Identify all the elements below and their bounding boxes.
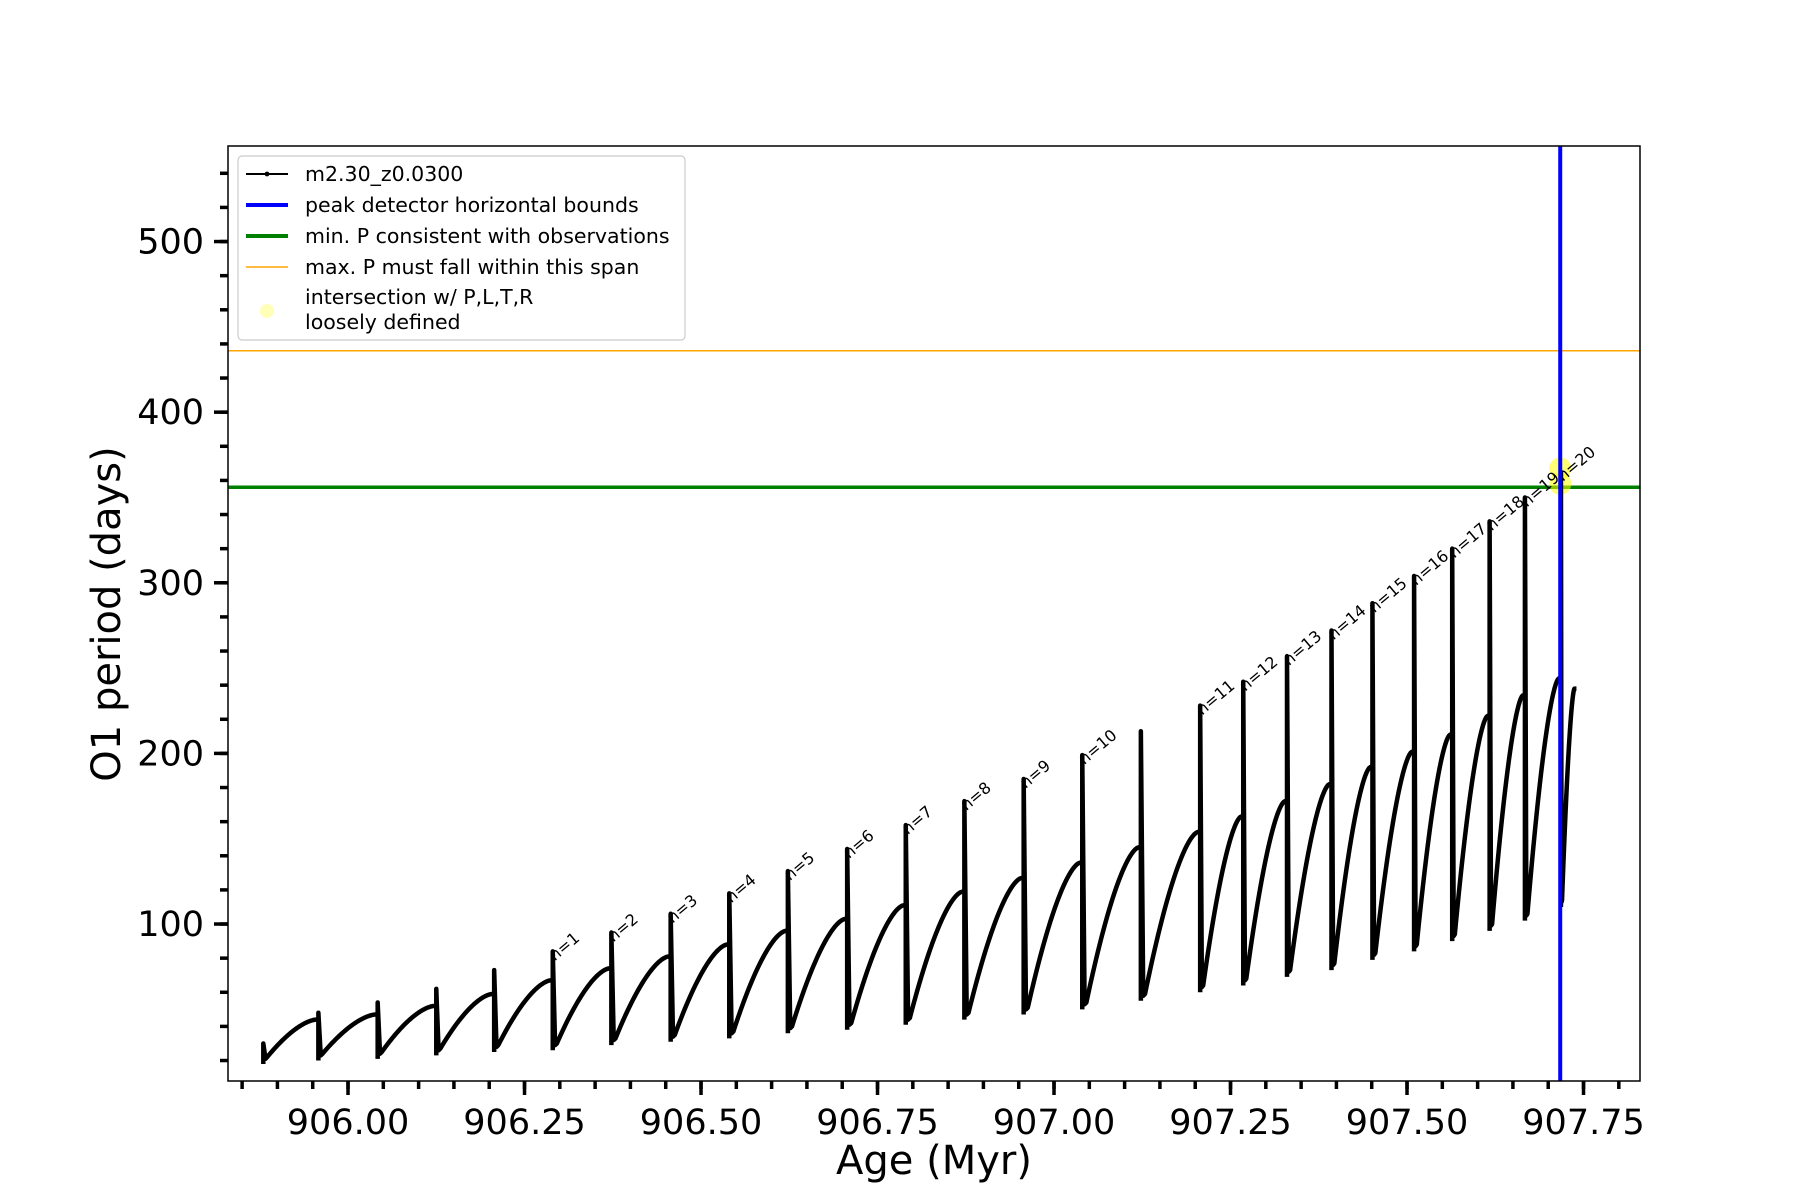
series-cycle-19 [1329,628,1373,971]
series-cycle-16 [1197,703,1244,993]
legend-marker-0 [264,171,270,177]
series-cycle-0 [261,1017,319,1064]
y-tick-label-4: 500 [137,223,204,263]
series-cycle-20 [1370,601,1415,960]
legend-label-3: max. P must fall within this span [305,255,639,279]
series-cycle-6 [609,930,671,1046]
y-axis-label: O1 period (days) [84,446,130,781]
x-tick-label-4: 907.00 [993,1103,1115,1143]
x-tick-label-0: 906.00 [287,1103,409,1143]
legend-entry-3: max. P must fall within this span [246,255,639,279]
x-tick-label-3: 906.75 [816,1103,938,1143]
y-tick-label-3: 400 [137,393,204,433]
series-cycle-24 [1522,495,1562,921]
x-tick-label-7: 907.75 [1522,1103,1644,1143]
x-tick-label-1: 906.25 [463,1103,585,1143]
x-tick-label-6: 907.50 [1346,1103,1468,1143]
y-tick-label-2: 300 [137,564,204,604]
legend-label-4-1: loosely defined [305,310,461,334]
x-axis-label: Age (Myr) [836,1138,1032,1184]
series-cycle-13 [1021,776,1083,1015]
legend-swatch-4 [260,304,274,318]
y-tick-label-1: 200 [137,734,204,774]
series-cycle-4 [491,967,554,1052]
series-cycle-25 [1558,469,1577,907]
series-cycle-21 [1411,573,1453,952]
series-cycle-11 [903,822,965,1025]
x-tick-label-5: 907.25 [1169,1103,1291,1143]
series-cycle-7 [668,911,730,1042]
legend-entry-1: peak detector horizontal bounds [246,193,639,217]
legend-entry-2: min. P consistent with observations [246,224,670,248]
series-cycle-14 [1080,752,1142,1010]
x-tick-label-2: 906.50 [640,1103,762,1143]
y-tick-label-0: 100 [137,905,204,945]
legend-label-0: m2.30_z0.0300 [305,162,463,187]
series-cycle-15 [1138,728,1201,1001]
series-cycle-3 [434,986,495,1056]
series-cycle-17 [1240,679,1288,986]
series-cycle-12 [962,798,1024,1020]
axes: 906.00 906.25 906.50 906.75 907.00 907.25 907.… [137,171,1645,1143]
legend-label-4-0: intersection w/ P,L,T,R [305,285,533,309]
series-cycle-8 [727,891,789,1039]
legend-entry-0: m2.30_z0.0300 [246,162,463,187]
series-cycle-23 [1487,519,1526,931]
series-cycle-9 [785,868,848,1034]
series-cycle-2 [375,1000,437,1059]
legend-box [237,155,686,341]
series-cycle-10 [844,846,907,1030]
legend-label-1: peak detector horizontal bounds [305,193,639,217]
legend-label-2: min. P consistent with observations [305,224,670,248]
plot-frame [227,145,1641,1082]
series-cycle-18 [1284,653,1332,977]
series-cycle-5 [550,949,612,1051]
series-cycle-1 [316,1010,378,1061]
series-cycle-22 [1449,546,1490,942]
